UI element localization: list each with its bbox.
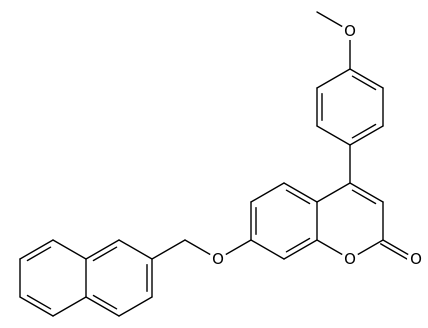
double-bond [285,237,311,253]
double-bond [351,75,377,91]
label-bg [407,250,425,268]
atom-label: O [212,250,224,268]
atom-label: O [344,22,356,40]
bond [316,182,351,203]
bond [19,296,54,317]
double-bond [26,246,52,262]
bond [85,239,120,260]
atom-label: O [344,250,356,268]
bond [250,182,285,203]
double-bond [285,189,311,205]
bond [118,296,153,317]
bond [349,125,384,146]
bond [349,182,384,203]
double-bond [92,294,118,310]
bond [151,239,186,260]
double-bond [92,246,118,262]
bond [52,239,87,260]
bond [85,296,120,317]
bond [250,239,285,260]
bond [349,68,384,89]
bond [316,68,351,89]
label-bg [341,22,359,40]
bond [283,239,318,260]
label-bg [209,250,227,268]
bond [52,296,87,317]
label-bg [341,250,359,268]
bond [19,239,54,260]
bond [118,239,153,260]
atom-label: O [410,250,422,268]
double-bond [351,189,377,205]
bond [316,125,351,146]
bond [283,182,318,203]
double-bond [26,294,52,310]
double-bond [351,123,377,139]
